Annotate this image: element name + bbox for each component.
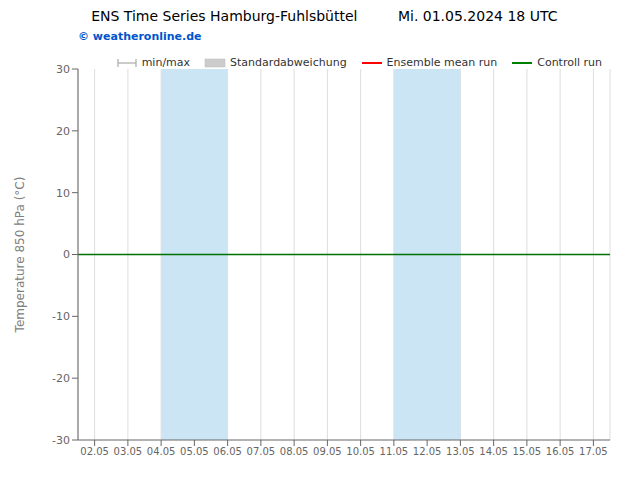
svg-text:15.05: 15.05 [513,446,542,457]
html-text:Mi. 01.05.2024 18 UTC: Mi. 01.05.2024 18 UTC [397,8,558,24]
html-text:Standardabweichung: Standardabweichung [230,56,347,69]
svg-text:12.05: 12.05 [413,446,442,457]
svg-text:-20: -20 [52,372,70,385]
svg-text:09.05: 09.05 [313,446,342,457]
svg-text:05.05: 05.05 [180,446,209,457]
svg-text:03.05: 03.05 [114,446,143,457]
svg-text:13.05: 13.05 [446,446,475,457]
html-text:© weatheronline.de: © weatheronline.de [78,30,202,43]
html-text:min/max: min/max [141,56,191,69]
svg-text:-10: -10 [52,310,70,323]
svg-text:02.05: 02.05 [80,446,109,457]
html-text:ENS Time Series Hamburg-Fuhlsb: ENS Time Series Hamburg-Fuhlsbüttel [91,8,358,24]
svg-text:07.05: 07.05 [247,446,276,457]
svg-text:14.05: 14.05 [479,446,508,457]
svg-text:17.05: 17.05 [579,446,608,457]
svg-text:10: 10 [56,187,70,200]
html-text:Ensemble mean run: Ensemble mean run [386,56,498,69]
svg-text:20: 20 [56,125,70,138]
svg-text:10.05: 10.05 [346,446,375,457]
svg-text:-30: -30 [52,434,70,447]
html-text:Controll run: Controll run [537,56,602,69]
svg-text:16.05: 16.05 [546,446,575,457]
svg-text:0: 0 [63,248,70,261]
svg-text:Temperature 850 hPa (°C): Temperature 850 hPa (°C) [13,177,27,334]
svg-text:08.05: 08.05 [280,446,309,457]
svg-text:06.05: 06.05 [213,446,242,457]
svg-text:11.05: 11.05 [380,446,409,457]
svg-text:04.05: 04.05 [147,446,176,457]
svg-text:30: 30 [56,63,70,76]
